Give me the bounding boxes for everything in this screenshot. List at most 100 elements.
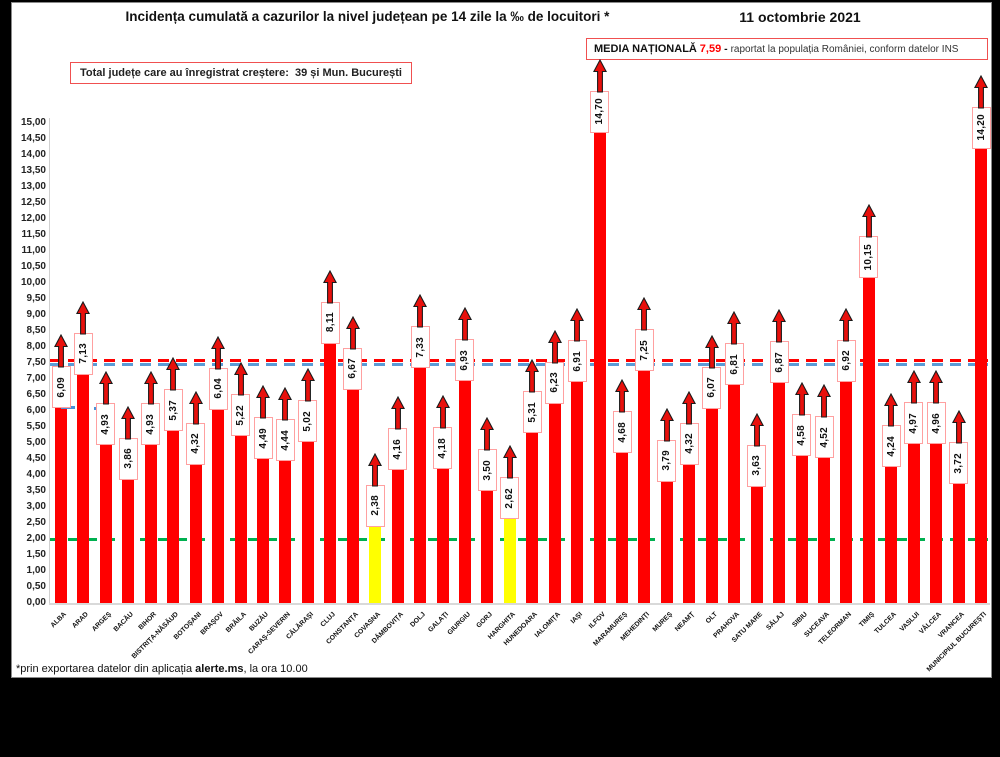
increase-up-arrow-icon <box>390 395 405 430</box>
increase-up-arrow-icon <box>502 445 517 479</box>
bar-suceava <box>818 458 830 603</box>
national-average-separator: - <box>724 43 728 55</box>
y-axis-tick-label: 3,50 <box>26 485 46 496</box>
y-axis-tick-label: 7,00 <box>26 373 46 384</box>
bar-satu-mare <box>750 486 763 603</box>
national-average-box: MEDIA NAȚIONALĂ 7,59 - raportat la popul… <box>586 38 988 60</box>
x-axis-line <box>49 603 990 605</box>
bar-arge- <box>99 445 112 603</box>
bar-value-box: 6,93 <box>455 339 475 382</box>
bar-value-box: 4,24 <box>881 425 901 468</box>
bar-value-label: 6,07 <box>706 377 718 399</box>
bar-value-label: 4,24 <box>885 435 897 457</box>
bar-cluj <box>324 343 337 603</box>
bar-value-box: 5,02 <box>298 400 318 443</box>
y-axis-tick-label: 2,50 <box>26 517 46 528</box>
increase-up-arrow-icon <box>861 204 876 238</box>
bar-value-box: 3,79 <box>657 439 677 482</box>
bar-v-lcea <box>930 444 943 603</box>
y-axis-tick-label: 9,00 <box>26 309 46 320</box>
reference-green-line <box>50 537 988 541</box>
y-axis-tick-label: 13,50 <box>20 165 46 176</box>
y-axis-tick-label: 11,50 <box>21 229 46 240</box>
increase-up-arrow-icon <box>166 357 181 391</box>
bar-value-label: 6,67 <box>347 358 359 379</box>
bar-value-label: 6,91 <box>571 350 583 372</box>
increase-up-arrow-icon <box>300 368 315 402</box>
bar-value-label: 4,93 <box>100 413 112 435</box>
bar-value-box: 5,22 <box>231 394 250 436</box>
bar-ia-i <box>571 381 584 603</box>
bar-giurgiu <box>458 381 471 603</box>
bar-value-box: 4,68 <box>612 411 632 454</box>
increase-up-arrow-icon <box>211 335 226 370</box>
increase-up-arrow-icon <box>929 370 944 404</box>
bar-value-box: 2,38 <box>365 484 385 527</box>
bar-value-label: 14,70 <box>594 98 606 125</box>
y-axis-tick-label: 8,00 <box>26 341 46 352</box>
bar-value-box: 4,18 <box>433 427 452 470</box>
increase-up-arrow-icon <box>794 382 809 416</box>
national-average-label: MEDIA NAȚIONALĂ <box>594 43 697 55</box>
bar-value-box: 4,93 <box>141 403 161 446</box>
y-axis-tick-label: 4,00 <box>26 469 46 480</box>
increase-up-arrow-icon <box>592 58 607 93</box>
bar-value-label: 4,18 <box>437 437 448 459</box>
bar-value-box: 5,37 <box>163 389 183 432</box>
increase-up-arrow-icon <box>547 329 562 364</box>
increase-up-arrow-icon <box>570 307 585 342</box>
footer-prefix: *prin exportarea datelor din aplicația <box>16 663 196 675</box>
media-nationala-line <box>50 358 988 362</box>
bar-value-label: 4,52 <box>818 427 830 448</box>
y-axis-tick-label: 1,00 <box>26 565 46 576</box>
increase-up-arrow-icon <box>974 74 988 109</box>
increase-up-arrow-icon <box>727 311 742 345</box>
bar-value-box: 4,32 <box>679 422 699 465</box>
bar-value-box: 6,87 <box>769 341 789 384</box>
increase-up-arrow-icon <box>345 315 360 350</box>
bar-maramure- <box>616 453 628 603</box>
increase-up-arrow-icon <box>121 405 136 440</box>
growth-summary-box: Total județe care au înregistrat creșter… <box>70 62 412 84</box>
bar-value-box: 7,13 <box>73 332 93 375</box>
y-axis-tick-label: 6,00 <box>26 405 46 416</box>
y-axis-tick-label: 14,50 <box>20 133 46 144</box>
increase-up-arrow-icon <box>682 390 697 425</box>
bar-mehedin-i <box>638 371 651 603</box>
increase-up-arrow-icon <box>413 294 427 328</box>
bar-value-box: 4,97 <box>904 402 924 444</box>
bar-vaslui <box>907 444 920 603</box>
bar-c-l-ra-i <box>301 442 314 603</box>
increase-up-arrow-icon <box>143 371 158 405</box>
y-axis-tick-label: 10,00 <box>20 277 46 288</box>
bar-value-label: 5,37 <box>167 399 179 421</box>
bar-value-box: 5,31 <box>522 391 542 434</box>
bar-value-label: 6,93 <box>459 349 471 371</box>
bar-value-box: 8,11 <box>320 301 340 344</box>
national-average-value: 7,59 <box>699 43 722 55</box>
y-axis-tick-label: 6,50 <box>26 389 46 400</box>
bar-value-box: 3,86 <box>118 437 138 480</box>
bar-bihor <box>144 445 157 603</box>
bar-buz-u <box>257 459 269 603</box>
increase-up-arrow-icon <box>637 297 652 331</box>
footer-note: *prin exportarea datelor din aplicația a… <box>14 662 312 677</box>
bar-value-box: 6,81 <box>724 343 744 386</box>
bar-value-box: 3,50 <box>477 449 497 491</box>
y-axis-tick-label: 13,00 <box>20 181 46 192</box>
y-axis-tick-label: 11,00 <box>21 245 46 256</box>
bar-value-label: 7,13 <box>77 343 89 365</box>
bar-bac-u <box>122 479 135 603</box>
bar-value-label: 2,38 <box>369 495 381 517</box>
bar-value-box: 6,07 <box>702 366 722 409</box>
screenshot-root: { "header": { "title": "Incidența cumula… <box>11 2 992 678</box>
bar-constan-a <box>346 389 359 603</box>
y-axis-tick-label: 2,00 <box>26 533 46 544</box>
chart-title: Incidența cumulată a cazurilor la nivel … <box>125 9 610 24</box>
increase-up-arrow-icon <box>704 334 719 369</box>
bar-value-label: 3,86 <box>122 448 134 469</box>
bar-value-box: 14,20 <box>971 106 991 149</box>
bar-value-label: 5,02 <box>302 411 314 432</box>
bar-tulcea <box>885 467 898 603</box>
bar-value-label: 3,72 <box>953 452 965 474</box>
